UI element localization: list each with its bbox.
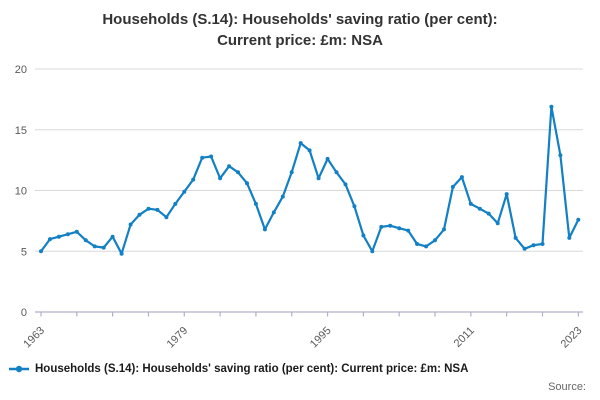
data-point-1990 — [280, 194, 285, 199]
y-tick-label-5: 5 — [21, 246, 27, 258]
data-point-1999 — [361, 233, 366, 238]
data-point-2002 — [388, 223, 393, 228]
data-point-1974 — [137, 212, 142, 217]
source-label: Source: — [548, 381, 586, 393]
plot-area: 0 5 10 15 20 1963 1979 1995 2011 2023 — [15, 64, 585, 351]
data-point-2001 — [379, 224, 384, 229]
legend-label: Households (S.14): Households' saving ra… — [35, 363, 469, 375]
data-point-1979 — [182, 189, 187, 194]
x-tick-label-1979: 1979 — [165, 325, 191, 351]
data-point-2003 — [397, 226, 402, 231]
data-point-1977 — [164, 215, 169, 220]
data-point-2011 — [468, 201, 473, 206]
data-point-1975 — [146, 206, 151, 211]
x-tick-label-1995: 1995 — [308, 325, 334, 351]
y-tick-label-15: 15 — [15, 125, 27, 137]
data-point-2015 — [504, 192, 509, 197]
x-tick-label-1963: 1963 — [21, 325, 47, 351]
data-point-2018 — [531, 243, 536, 248]
data-point-1983 — [218, 176, 223, 181]
data-point-1971 — [110, 234, 115, 239]
x-tick-label-2023: 2023 — [559, 325, 585, 351]
data-point-1963 — [39, 249, 43, 254]
data-point-2014 — [495, 221, 500, 226]
chart-title-line1: Households (S.14): Households' saving ra… — [102, 11, 498, 28]
data-point-2023 — [576, 217, 581, 222]
data-point-2004 — [406, 228, 411, 233]
data-point-2000 — [370, 249, 375, 254]
data-point-1969 — [92, 244, 97, 249]
data-point-1991 — [289, 170, 294, 175]
data-point-1973 — [128, 222, 133, 227]
data-point-1976 — [155, 207, 160, 212]
data-point-1998 — [352, 204, 357, 209]
series-line — [39, 105, 580, 255]
data-point-1985 — [236, 170, 240, 175]
data-point-2017 — [522, 246, 527, 251]
data-point-2012 — [477, 206, 482, 211]
data-point-1966 — [65, 232, 70, 237]
legend: Households (S.14): Households' saving ra… — [8, 363, 598, 375]
data-point-1980 — [191, 177, 196, 182]
data-point-2021 — [558, 153, 563, 158]
data-point-1995 — [325, 156, 330, 161]
data-point-1997 — [343, 182, 348, 187]
data-point-1968 — [83, 238, 88, 243]
y-tick-label-10: 10 — [15, 186, 27, 198]
data-point-1965 — [56, 234, 61, 239]
data-point-1970 — [101, 245, 106, 250]
data-point-2010 — [459, 175, 464, 180]
data-point-2008 — [442, 227, 446, 232]
data-point-1994 — [316, 176, 321, 181]
data-point-1988 — [262, 227, 267, 232]
chart-title-line2: Current price: £m: NSA — [217, 32, 383, 49]
data-point-2022 — [567, 235, 572, 240]
x-tick-label-2011: 2011 — [452, 325, 477, 350]
data-point-2016 — [513, 235, 518, 240]
chart-title: Households (S.14): Households' saving ra… — [0, 9, 600, 51]
data-point-2005 — [415, 242, 420, 246]
data-point-1987 — [253, 201, 258, 206]
data-point-2020 — [549, 104, 554, 109]
data-point-1981 — [200, 155, 205, 160]
data-point-1978 — [173, 201, 178, 206]
y-tick-label-0: 0 — [21, 307, 27, 319]
data-point-1982 — [209, 154, 214, 159]
data-point-2009 — [450, 184, 455, 189]
data-point-1967 — [74, 229, 79, 234]
data-point-1993 — [307, 148, 312, 153]
y-tick-label-20: 20 — [15, 64, 27, 76]
data-point-1996 — [334, 170, 339, 175]
data-point-2013 — [486, 211, 491, 216]
data-point-2007 — [433, 238, 437, 243]
data-point-1989 — [271, 210, 276, 215]
data-point-1984 — [227, 164, 232, 169]
data-point-1986 — [245, 181, 249, 186]
legend-line-marker-icon — [9, 365, 29, 373]
data-point-1972 — [119, 251, 124, 256]
data-point-2019 — [540, 242, 545, 246]
data-point-2006 — [424, 244, 429, 249]
data-point-1992 — [298, 141, 303, 146]
data-point-1964 — [48, 237, 52, 242]
